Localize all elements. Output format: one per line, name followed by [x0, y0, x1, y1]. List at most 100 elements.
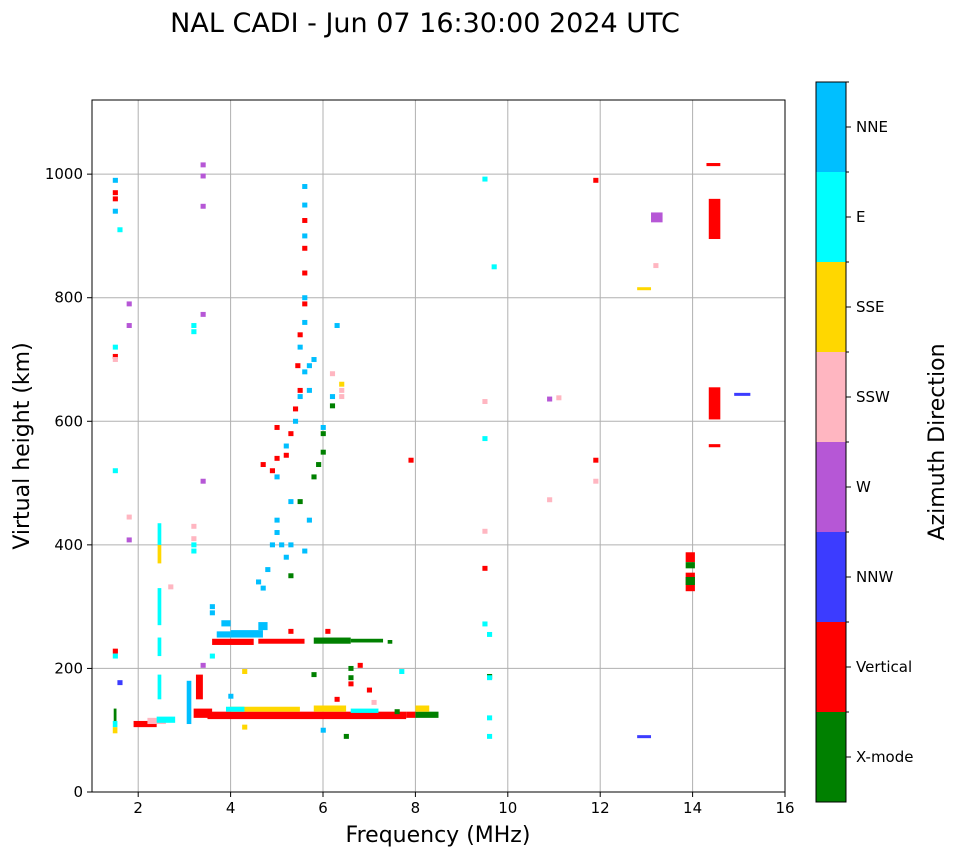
- echo-point-nne: [302, 233, 308, 239]
- echo-point-ssw: [653, 263, 659, 269]
- echo-point-nne: [283, 443, 289, 449]
- echo-point-e: [399, 669, 405, 674]
- echo-segment-x-mode: [685, 562, 695, 569]
- echo-point-nne: [302, 319, 308, 325]
- echo-point-e: [482, 621, 488, 627]
- echo-segment-x-mode: [685, 576, 695, 586]
- y-axis-label: Virtual height (km): [10, 342, 35, 549]
- echo-point-ssw: [482, 399, 488, 404]
- echo-point-w: [126, 301, 132, 307]
- echo-point-nne: [302, 202, 308, 208]
- echo-point-x-mode: [311, 672, 317, 678]
- echo-point-nne: [292, 418, 299, 424]
- echo-segment-vertical: [708, 198, 721, 240]
- echo-point-ssw: [112, 357, 118, 362]
- echo-segment-sse: [230, 706, 300, 712]
- echo-point-nne: [274, 474, 280, 480]
- echo-point-ssw: [547, 497, 553, 503]
- echo-segment-e: [112, 720, 118, 728]
- colorbar-label-ssw: SSW: [856, 388, 890, 406]
- echo-segment-vertical: [133, 720, 157, 728]
- echo-segment-nne: [221, 620, 231, 627]
- echo-point-e: [191, 329, 197, 335]
- y-tick-label: 400: [54, 536, 83, 554]
- echo-point-e: [191, 542, 197, 548]
- echo-segment-nne: [230, 630, 263, 638]
- echo-segment-w: [651, 212, 663, 223]
- y-tick-label: 1000: [45, 165, 83, 183]
- echo-point-nne: [256, 579, 262, 585]
- echo-point-ssw: [339, 394, 345, 400]
- echo-segment-sse: [637, 287, 652, 291]
- echo-segment-vertical: [708, 387, 721, 420]
- echo-point-vertical: [112, 190, 118, 196]
- echo-point-vertical: [408, 457, 414, 463]
- echo-point-nne: [329, 394, 336, 400]
- y-tick-label: 600: [54, 412, 83, 430]
- echo-point-x-mode: [320, 431, 326, 437]
- x-tick-label: 2: [133, 799, 143, 817]
- echo-point-x-mode: [348, 665, 354, 671]
- colorbar-frame: [815, 81, 847, 803]
- echo-point-w: [200, 162, 206, 168]
- echo-segment-e: [157, 674, 162, 700]
- x-tick-label: 8: [411, 799, 421, 817]
- colorbar-swatch: [816, 172, 846, 262]
- echo-point-w: [200, 311, 206, 317]
- echo-point-nne: [265, 567, 271, 573]
- echo-segment-e: [157, 523, 162, 545]
- echo-point-ssw: [556, 395, 562, 401]
- echo-point-w: [200, 478, 206, 484]
- echo-point-vertical: [297, 332, 303, 338]
- echo-point-nne: [288, 542, 294, 548]
- echo-point-w: [200, 662, 206, 668]
- colorbar-swatch: [816, 532, 846, 622]
- echo-point-ssw: [593, 478, 599, 484]
- echo-segment-vertical: [685, 552, 695, 563]
- echo-segment-x-mode: [113, 708, 117, 721]
- colorbar-swatch: [816, 82, 846, 172]
- colorbar-label-nnw: NNW: [856, 568, 893, 586]
- echo-segment-vertical: [258, 638, 305, 644]
- echo-point-nne: [288, 499, 294, 505]
- colorbar-label-sse: SSE: [856, 298, 885, 316]
- echo-point-vertical: [288, 431, 294, 437]
- echo-point-vertical: [112, 648, 118, 654]
- colorbar-swatch: [816, 712, 846, 802]
- echo-segment-x-mode: [387, 640, 393, 644]
- echo-point-nne: [274, 517, 280, 523]
- echo-point-vertical: [348, 681, 354, 687]
- chart-title: NAL CADI - Jun 07 16:30:00 2024 UTC: [170, 8, 680, 39]
- echo-point-x-mode: [288, 573, 294, 579]
- colorbar-swatch: [816, 622, 846, 712]
- echo-point-nne: [306, 363, 312, 369]
- echo-point-vertical: [288, 628, 294, 634]
- colorbar-label: Azimuth Direction: [925, 343, 950, 540]
- y-tick-label: 800: [54, 289, 83, 307]
- colorbar-label-nne: NNE: [856, 118, 888, 136]
- grid: [92, 100, 786, 793]
- echo-point-nne: [274, 530, 280, 535]
- colorbar-swatch: [816, 352, 846, 442]
- echo-point-e: [117, 227, 123, 233]
- echo-point-nne: [209, 604, 215, 610]
- echo-point-nne: [320, 424, 326, 430]
- echo-segment-vertical: [207, 711, 407, 720]
- plot-frame: [91, 99, 786, 793]
- echo-point-vertical: [302, 270, 308, 276]
- echo-point-x-mode: [343, 733, 349, 739]
- colorbar-label-vertical: Vertical: [856, 658, 912, 676]
- y-tick-label: 200: [54, 659, 83, 677]
- echo-point-e: [487, 715, 493, 721]
- y-tick-label: 0: [73, 783, 83, 801]
- echo-segment-e: [157, 588, 162, 626]
- echo-point-ssw: [168, 584, 174, 590]
- echo-point-x-mode: [329, 403, 336, 409]
- echo-point-nne: [209, 610, 215, 616]
- echo-point-vertical: [357, 662, 363, 668]
- echo-segment-x-mode: [415, 711, 439, 718]
- echo-segment-nne: [186, 680, 192, 725]
- echo-point-e: [112, 468, 118, 474]
- x-tick-label: 10: [498, 799, 517, 817]
